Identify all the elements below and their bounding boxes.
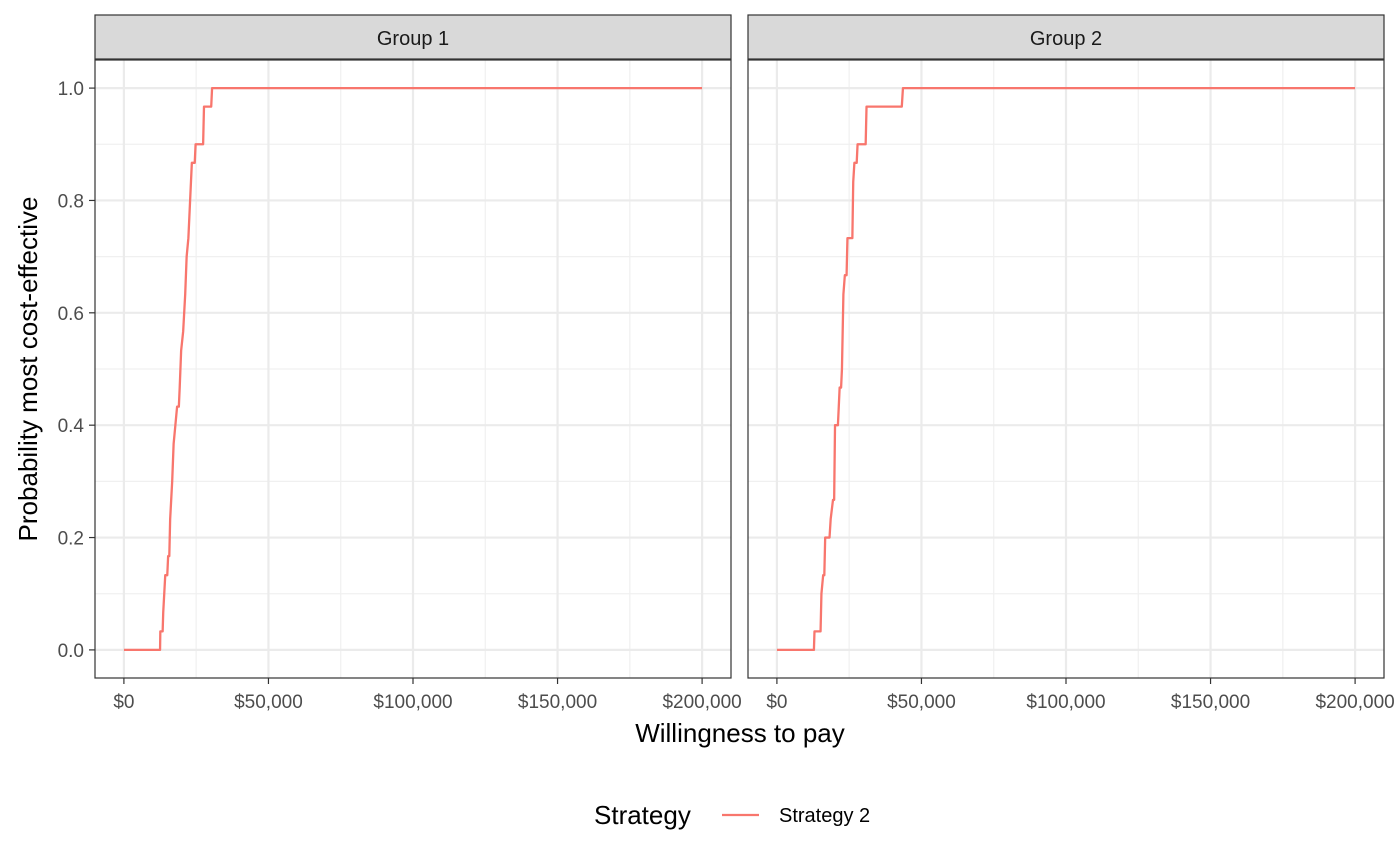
- legend-entry-label: Strategy 2: [779, 805, 870, 827]
- y-tick-label: 0.4: [58, 416, 85, 437]
- x-tick-label: $200,000: [1315, 692, 1394, 713]
- x-tick-label: $50,000: [234, 692, 303, 713]
- facet-panel: Group 2 $0 $50,000 $100,000 $150,000 $200,000: [747, 14, 1395, 713]
- x-tick-label: $200,000: [662, 692, 741, 713]
- x-axis-title: Willingness to pay: [635, 718, 845, 748]
- legend: Strategy Strategy 2: [594, 800, 870, 830]
- y-tick-label: 0.2: [58, 529, 84, 550]
- x-tick-label: $100,000: [373, 692, 452, 713]
- x-tick-label: $150,000: [1171, 692, 1250, 713]
- x-tick-label: $50,000: [887, 692, 956, 713]
- y-tick-label: 1.0: [58, 79, 84, 100]
- y-tick-label: 0.0: [58, 641, 84, 662]
- facet-panel: Group 1 $0 $50,000 $100,000 $150,000 $200,000…: [58, 14, 742, 713]
- facet-strip-label: Group 1: [377, 28, 449, 50]
- x-tick-label: $100,000: [1026, 692, 1105, 713]
- legend-title: Strategy: [594, 800, 691, 830]
- y-tick-label: 0.6: [58, 304, 84, 325]
- x-tick-label: $150,000: [518, 692, 597, 713]
- y-tick-label: 0.8: [58, 191, 84, 212]
- facet-panels: Group 1 $0 $50,000 $100,000 $150,000 $200,000…: [58, 14, 1395, 713]
- series-line-strategy-2: [123, 86, 703, 652]
- facet-strip-label: Group 2: [1030, 28, 1102, 50]
- series-line-strategy-2: [776, 86, 1356, 652]
- y-axis-title: Probability most cost-effective: [13, 197, 43, 542]
- x-tick-label: $0: [766, 692, 787, 713]
- legend-entries: Strategy 2: [722, 805, 870, 827]
- x-tick-label: $0: [113, 692, 134, 713]
- facet-strip: [94, 14, 732, 60]
- facet-strip: [747, 14, 1385, 60]
